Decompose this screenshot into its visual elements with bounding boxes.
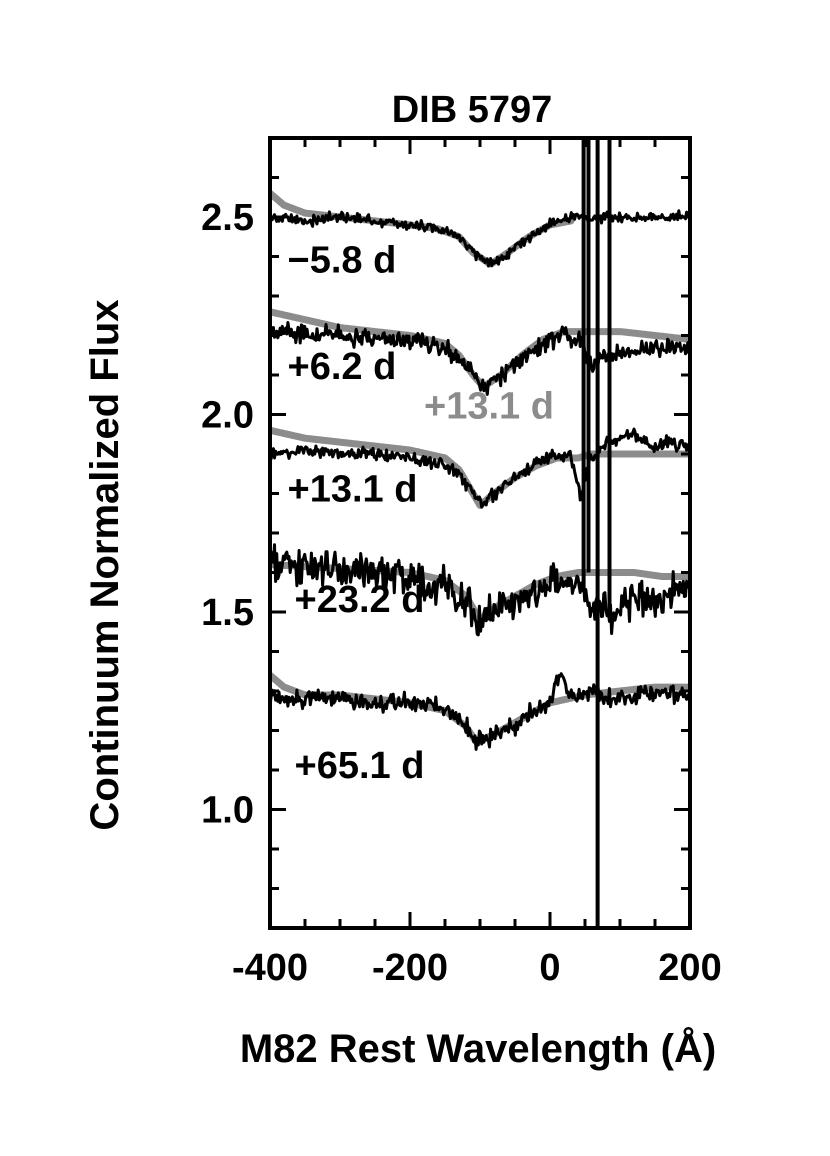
series-1-epoch-label: +6.2 d xyxy=(288,346,397,388)
epoch-labels-layer: −5.8 d +6.2 d +13.1 d +23.2 d +65.1 d +13.1 d xyxy=(288,239,554,787)
x-tick-label: 0 xyxy=(539,947,560,989)
series-2-epoch-label: +13.1 d xyxy=(288,468,418,510)
y-tick-label: 2.0 xyxy=(201,395,254,437)
series-0-epoch-label: −5.8 d xyxy=(288,239,397,281)
series-1-observed-line xyxy=(270,321,690,396)
x-tick-label: 200 xyxy=(658,947,721,989)
chart-title: DIB 5797 xyxy=(392,89,553,131)
vertical-lines-layer xyxy=(581,138,612,928)
series-3-observed-line xyxy=(270,543,690,637)
x-axis-title: M82 Rest Wavelength (Å) xyxy=(240,1026,716,1071)
y-tick-label: 1.5 xyxy=(201,592,254,634)
series-4-epoch-label: +65.1 d xyxy=(295,745,425,787)
y-axis-title: Continuum Normalized Flux xyxy=(83,299,127,830)
y-tick-label: 1.0 xyxy=(201,790,254,832)
series-0-observed-line xyxy=(270,209,690,268)
annotation-label-0: +13.1 d xyxy=(424,385,554,427)
axis-ticks-layer: -400 -200 0 200 1.0 1.5 2.0 2.5 xyxy=(201,136,722,989)
series-2-observed-line xyxy=(270,427,690,509)
series-layer xyxy=(270,189,690,751)
series-4-observed-line xyxy=(270,672,690,751)
x-tick-label: -200 xyxy=(372,947,448,989)
series-3-epoch-label: +23.2 d xyxy=(295,579,425,621)
y-tick-label: 2.5 xyxy=(201,197,254,239)
x-tick-label: -400 xyxy=(232,947,308,989)
